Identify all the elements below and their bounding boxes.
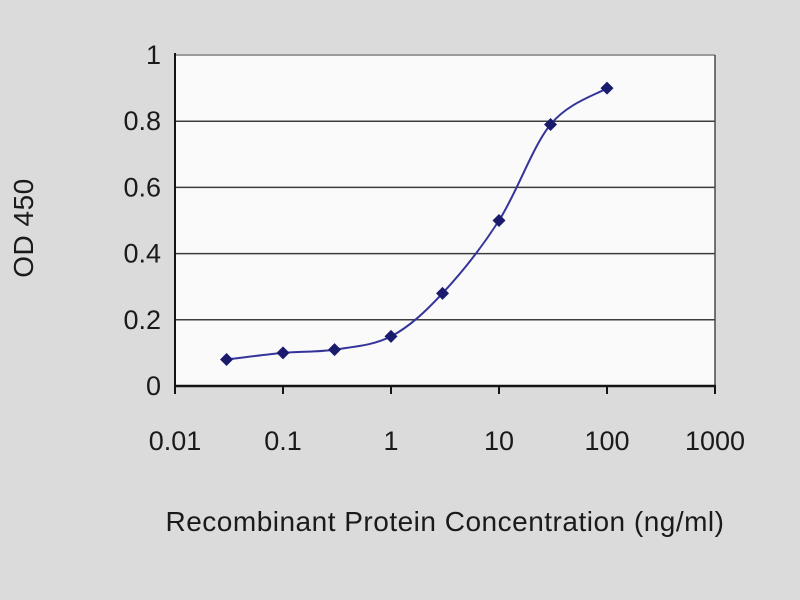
data-point-marker — [384, 329, 398, 343]
data-point-marker — [492, 214, 506, 227]
y-tick-label: 0.2 — [123, 305, 161, 335]
x-tick-label: 0.01 — [149, 426, 202, 456]
y-tick-label: 0.6 — [123, 172, 161, 202]
y-tick-label: 0.8 — [123, 106, 161, 136]
x-tick-label: 1 — [383, 426, 398, 456]
data-point-marker — [544, 118, 558, 132]
x-axis-title: Recombinant Protein Concentration (ng/ml… — [165, 506, 725, 537]
data-point-marker — [328, 343, 342, 357]
x-tick-label: 10 — [484, 426, 514, 456]
data-point-marker — [436, 286, 450, 300]
x-tick-label: 100 — [584, 426, 629, 456]
x-tick-label: 0.1 — [264, 426, 302, 456]
data-point-marker — [600, 81, 614, 95]
data-point-marker — [220, 353, 234, 367]
data-series-line — [226, 87, 608, 361]
y-tick-label: 0.4 — [123, 239, 161, 269]
y-axis-title: OD 450 — [8, 178, 39, 278]
data-point-marker — [276, 346, 290, 360]
y-tick-label: 1 — [146, 40, 161, 70]
plot-background — [175, 55, 715, 386]
y-tick-label: 0 — [146, 371, 161, 401]
x-tick-label: 1000 — [685, 426, 745, 456]
